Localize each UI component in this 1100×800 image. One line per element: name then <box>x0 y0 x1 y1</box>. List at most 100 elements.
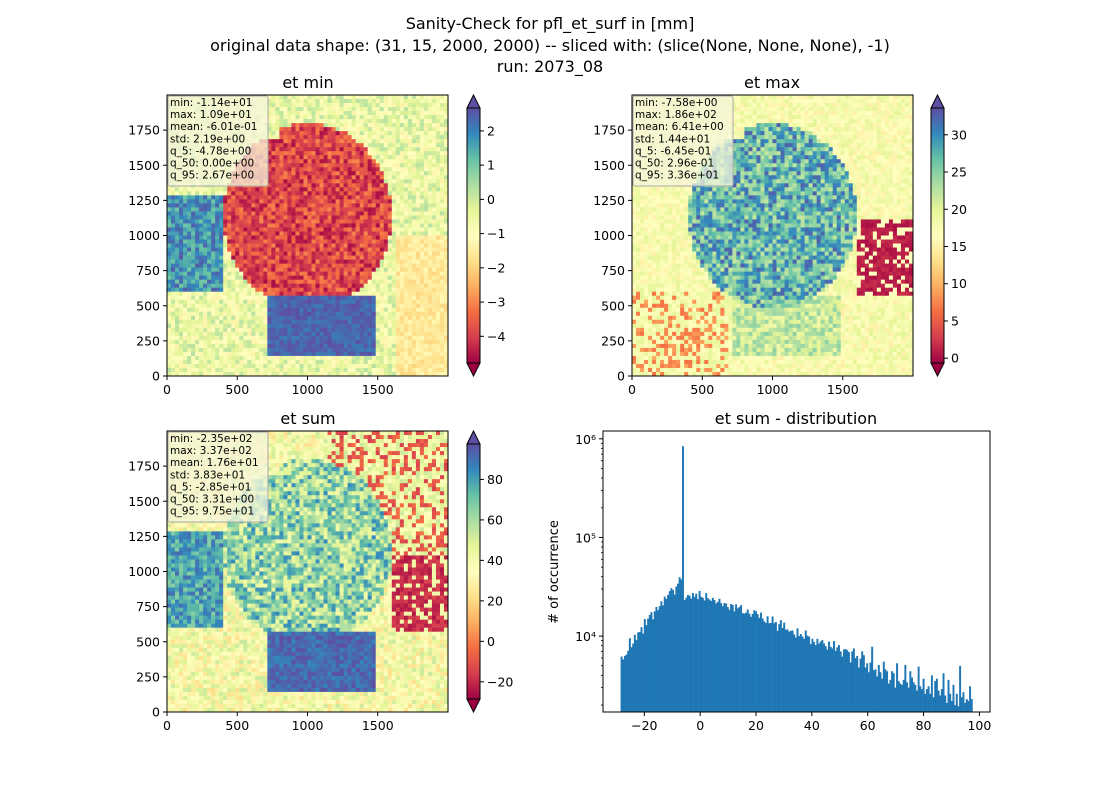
stats-line: std: 2.19e+00 <box>170 133 245 145</box>
histogram-bar <box>736 608 739 712</box>
histogram-bar <box>866 663 869 712</box>
histogram-bar <box>872 670 875 712</box>
histogram-bar <box>824 646 827 712</box>
histogram-y-label: # of occurrence <box>547 520 562 624</box>
stats-line: q_95: 3.36e+01 <box>635 170 719 182</box>
histogram-bar <box>930 675 933 712</box>
stats-line: std: 1.44e+01 <box>635 133 710 145</box>
histogram-bar <box>901 684 904 712</box>
y-tick-label: 1000 <box>128 564 160 579</box>
histogram-bar <box>917 666 920 712</box>
histogram-bar <box>665 598 668 712</box>
histogram-bar <box>630 647 633 712</box>
colorbar: 80 60 40 20 0 −20 <box>466 429 513 714</box>
histogram-bar <box>678 577 681 712</box>
histogram-bar <box>891 671 894 712</box>
colorbar: 30 25 20 15 10 5 0 <box>930 93 967 378</box>
colorbar-tick-label: 5 <box>951 313 959 328</box>
x-tick-label: 1000 <box>292 718 324 733</box>
colorbar-extend-min <box>466 362 481 378</box>
stats-line: min: -7.58e+00 <box>635 97 717 109</box>
stats-line: mean: -6.01e-01 <box>170 121 257 133</box>
colorbar-extend-max <box>466 429 481 445</box>
histogram-bar <box>864 667 867 712</box>
histogram-bar <box>715 603 718 712</box>
x-tick-label: 1500 <box>362 382 394 397</box>
histogram-bar <box>904 664 907 712</box>
histogram-bar <box>625 654 628 712</box>
histogram-bar <box>778 624 781 712</box>
y-tick-label: 0 <box>617 369 625 384</box>
histogram-panel: −20 0 20 40 60 80 100 10⁴ 10⁵ 10⁶ <box>575 430 991 733</box>
histogram-bar <box>746 609 749 712</box>
histogram-bar <box>677 583 679 712</box>
stats-line: max: 3.37e+02 <box>170 445 252 457</box>
colorbar-gradient <box>467 444 480 699</box>
histogram-bar <box>728 609 731 712</box>
y-tick-label: 1750 <box>128 459 160 474</box>
histogram-bar <box>751 613 754 712</box>
y-tick-label: 1500 <box>128 158 160 173</box>
histogram-bar <box>892 673 895 712</box>
histogram-bar <box>686 594 689 712</box>
histogram-bar <box>803 638 806 712</box>
histogram-bar <box>667 594 670 712</box>
histogram-bar <box>693 596 696 712</box>
histogram-bar <box>862 655 865 712</box>
histogram-bar <box>828 641 830 712</box>
y-tick-label: 1750 <box>128 123 160 138</box>
figure-title-line-2: original data shape: (31, 15, 2000, 2000… <box>210 36 890 55</box>
colorbar-tick-label: 25 <box>951 165 967 180</box>
axes-frame <box>602 430 991 713</box>
histogram-bars <box>620 446 973 712</box>
histogram-bar <box>690 598 693 712</box>
y-tick-label: 1500 <box>593 158 625 173</box>
histogram-bar <box>673 594 676 712</box>
histogram-bar <box>849 662 852 712</box>
y-tick-label: 10⁶ <box>575 432 596 447</box>
y-tick-label: 1250 <box>128 529 160 544</box>
histogram-bar <box>867 672 870 712</box>
histogram-bar <box>894 687 897 712</box>
colorbar-extend-max <box>930 93 945 109</box>
histogram-bar <box>701 597 704 712</box>
histogram-bar <box>909 671 912 712</box>
histogram-bar <box>706 598 709 712</box>
histogram-bar <box>859 658 862 712</box>
stats-line: max: 1.09e+01 <box>170 109 252 121</box>
histogram-bar <box>907 687 910 712</box>
y-tick-label: 0 <box>152 369 160 384</box>
histogram-bar <box>869 662 872 712</box>
histogram-bar <box>886 671 889 712</box>
x-tick-label: 0 <box>628 382 636 397</box>
histogram-bar <box>952 684 955 712</box>
histogram-bar <box>783 622 786 712</box>
histogram-bar <box>960 697 963 712</box>
histogram-bar <box>688 595 691 712</box>
heatmap-cells <box>167 95 449 377</box>
histogram-bar <box>635 640 638 712</box>
histogram-bar <box>882 661 885 712</box>
histogram-bar <box>776 630 779 712</box>
histogram-bar <box>897 681 900 712</box>
histogram-bar <box>761 618 764 712</box>
y-tick-label: 500 <box>136 298 160 313</box>
figure-title-line-3: run: 2073_08 <box>497 57 603 77</box>
histogram-bar <box>962 692 965 712</box>
histogram-bar <box>695 593 698 712</box>
histogram-bar <box>627 650 630 712</box>
x-tick-label: 0 <box>696 718 704 733</box>
colorbar: 2 1 0 −1 −2 −3 −4 <box>466 93 505 378</box>
histogram-bar <box>887 683 890 712</box>
y-tick-label: 10⁴ <box>575 629 596 644</box>
histogram-bar <box>947 679 950 712</box>
histogram-bar <box>748 613 751 712</box>
histogram-bar <box>808 636 811 712</box>
stats-line: q_5: -4.78e+00 <box>170 145 251 157</box>
x-tick-label: 1500 <box>362 718 394 733</box>
histogram-bar <box>652 619 655 712</box>
histogram-bar <box>750 616 752 712</box>
histogram-bar <box>658 606 661 712</box>
